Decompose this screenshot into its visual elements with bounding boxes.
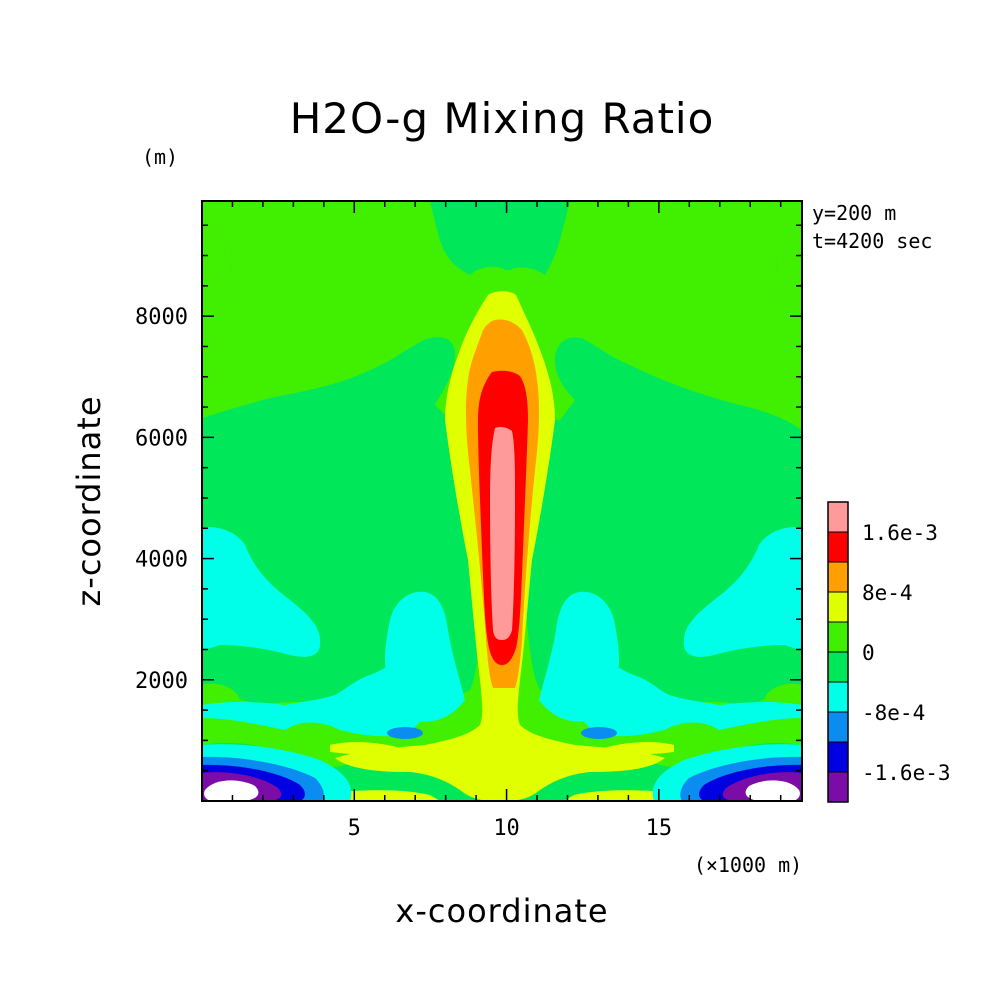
colorbar-swatch	[827, 561, 849, 593]
contour-level-cyan-left-lower	[202, 658, 431, 737]
colorbar-swatch	[827, 531, 849, 563]
colorbar-label: 0	[862, 641, 875, 665]
y-tick-label: 2000	[135, 669, 188, 694]
y-tick-label: 6000	[135, 426, 188, 451]
contour-level-upper-band	[202, 201, 240, 300]
y-tick-label: 4000	[135, 548, 188, 573]
contour-level-cyan-right	[683, 527, 802, 657]
contour-level-bottom-left-white	[204, 780, 259, 801]
contour-level-bottom-right-white	[745, 780, 800, 801]
contour-fill	[202, 201, 802, 801]
colorbar-swatch	[827, 591, 849, 623]
colorbar-label: 8e-4	[862, 581, 913, 605]
colorbar-label: -1.6e-3	[862, 761, 951, 785]
y-tick-label: 8000	[135, 305, 188, 330]
y-axis-title: z-coordinate	[70, 395, 108, 606]
annotation-y: y=200 m	[812, 201, 896, 225]
annotation-t: t=4200 sec	[812, 229, 932, 253]
x-unit-label: (×1000 m)	[694, 853, 802, 877]
chart-title: H2O-g Mixing Ratio	[290, 94, 715, 143]
colorbar-swatch	[827, 711, 849, 743]
y-axis: 2000 4000 6000 8000	[135, 224, 802, 772]
colorbar-swatch	[827, 741, 849, 773]
plot-frame	[201, 200, 803, 802]
contour-level-yellow-right-strip	[604, 742, 674, 755]
colorbar-label: -8e-4	[862, 701, 925, 725]
colorbar: 1.6e-3 8e-4 0 -8e-4 -1.6e-3	[827, 501, 951, 803]
x-axis: 5 10 15	[231, 201, 782, 841]
contour-level-cyan-left	[202, 527, 321, 657]
contour-level-upper-band	[770, 201, 802, 300]
contour-level-yellow-left-strip	[330, 742, 400, 755]
colorbar-label: 1.6e-3	[862, 521, 938, 545]
colorbar-swatch	[827, 771, 849, 803]
colorbar-swatch	[827, 681, 849, 713]
contour-level-dodgerblue-right-lens	[581, 727, 617, 739]
contour-level-dodgerblue-left-lens	[387, 727, 423, 739]
x-tick-label: 15	[646, 816, 673, 841]
colorbar-swatch	[827, 651, 849, 683]
x-axis-title: x-coordinate	[395, 892, 608, 930]
x-tick-label: 5	[348, 816, 361, 841]
contour-level-cyan-right-lower	[573, 658, 802, 737]
contour-level-cyan-left-mid	[385, 591, 465, 722]
x-tick-label: 10	[493, 816, 520, 841]
colorbar-swatch	[827, 501, 849, 533]
colorbar-frame	[827, 501, 849, 803]
y-unit-label: (m)	[142, 145, 178, 169]
contour-level-pink-core	[490, 427, 515, 640]
contour-level-cyan-right-mid	[539, 591, 619, 722]
colorbar-swatch	[827, 621, 849, 653]
